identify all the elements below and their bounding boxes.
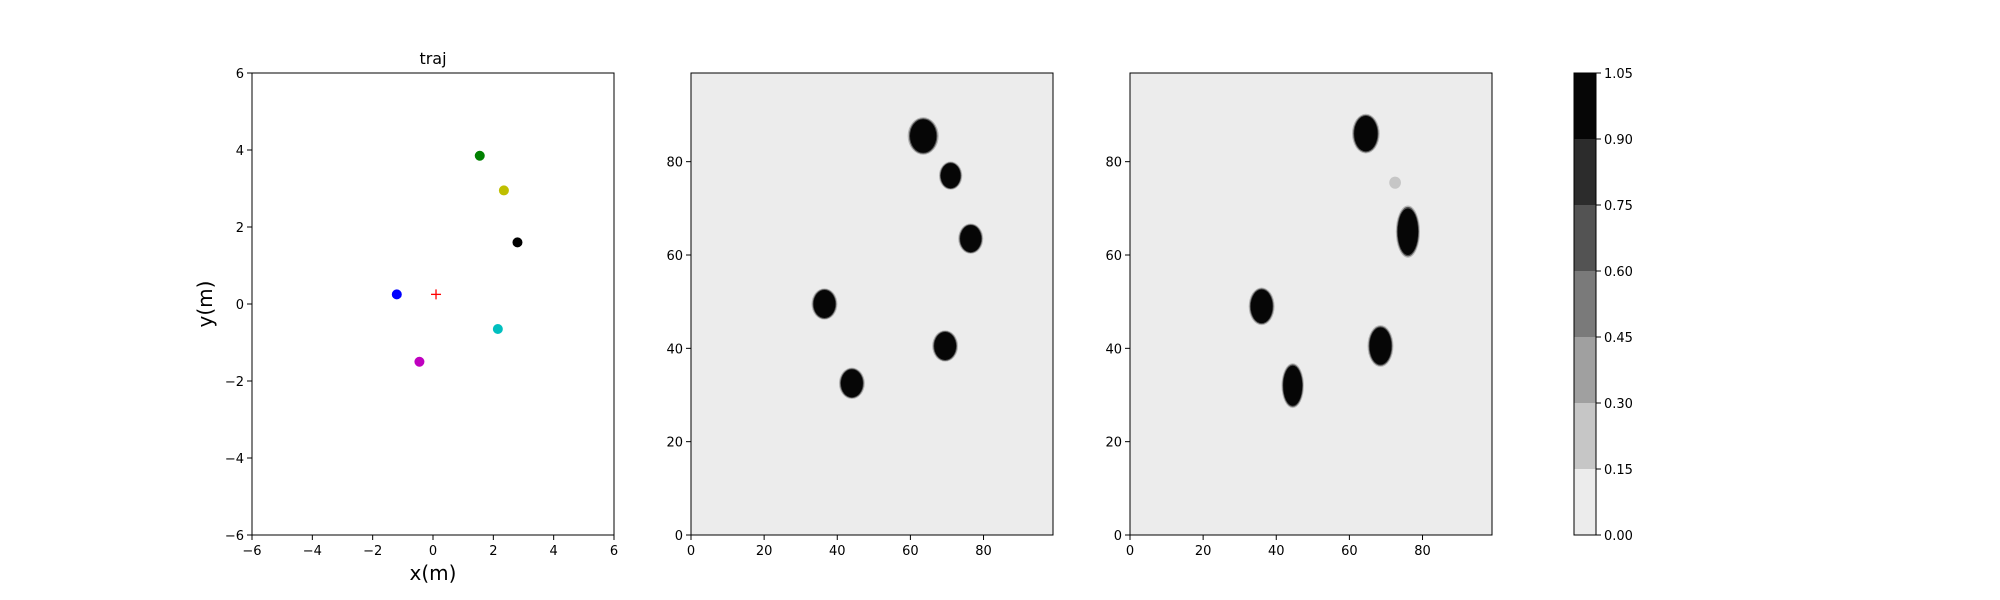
chart2-y-tick-label: 20 bbox=[1105, 436, 1122, 451]
colorbar-tick-label: 0.75 bbox=[1604, 199, 1633, 214]
chart2-y-tick-label: 40 bbox=[1105, 342, 1122, 357]
obstacle-blob bbox=[811, 288, 838, 320]
map-1-frame bbox=[690, 72, 1054, 536]
scatter-point bbox=[391, 289, 402, 300]
obstacle-blob bbox=[907, 117, 939, 155]
chart0-x-tick-label: 4 bbox=[550, 544, 558, 559]
chart0-y-tick-label: −6 bbox=[225, 529, 244, 544]
chart0-y-tick-label: −2 bbox=[225, 375, 244, 390]
traj-x-axis-label: x(m) bbox=[410, 561, 457, 585]
chart0-x-tick-label: −6 bbox=[242, 544, 261, 559]
colorbar-tick-label: 0.00 bbox=[1604, 529, 1633, 544]
obstacle-blob bbox=[938, 161, 963, 190]
obstacle-blob bbox=[1389, 176, 1401, 189]
chart2-x-tick-label: 0 bbox=[1126, 544, 1134, 559]
scatter-point bbox=[474, 150, 485, 161]
chart2-y-tick-label: 60 bbox=[1105, 249, 1122, 264]
chart0-y-tick-label: 4 bbox=[236, 144, 244, 159]
chart1-y-tick-label: 40 bbox=[666, 342, 683, 357]
map-2-obstacles bbox=[1248, 113, 1420, 409]
colorbar-frame bbox=[1573, 72, 1597, 536]
traj-plot-area bbox=[251, 72, 615, 536]
chart1-x-tick-label: 60 bbox=[902, 544, 919, 559]
chart0-x-tick-label: 0 bbox=[429, 544, 437, 559]
obstacle-blob bbox=[932, 330, 959, 362]
chart2-x-tick-label: 20 bbox=[1195, 544, 1212, 559]
map-panel-2: 0 20 40 60 80 0 20 40 60 80 bbox=[1105, 72, 1493, 559]
map-panel-1: 0 20 40 60 80 0 20 40 60 80 bbox=[666, 72, 1054, 559]
chart0-x-tick-label: 2 bbox=[489, 544, 497, 559]
colorbar-tick-label: 0.60 bbox=[1604, 265, 1633, 280]
map-1-ticks: 0 20 40 60 80 0 20 40 60 80 bbox=[666, 156, 991, 559]
traj-y-axis-label: y(m) bbox=[193, 281, 217, 328]
scatter-point bbox=[512, 237, 523, 248]
colorbar-band bbox=[1574, 469, 1596, 535]
traj-title: traj bbox=[419, 49, 446, 68]
obstacle-blob bbox=[958, 223, 984, 254]
chart1-y-tick-label: 60 bbox=[666, 249, 683, 264]
chart1-x-tick-label: 80 bbox=[975, 544, 992, 559]
obstacle-blob bbox=[838, 367, 865, 400]
colorbar-tick-label: 0.45 bbox=[1604, 331, 1633, 346]
traj-ticks: −6 −4 −2 0 2 4 6 −6 −4 −2 0 2 4 6 bbox=[225, 67, 618, 559]
chart2-x-tick-label: 80 bbox=[1414, 544, 1431, 559]
chart2-y-tick-label: 80 bbox=[1105, 156, 1122, 171]
colorbar-band bbox=[1574, 337, 1596, 403]
obstacle-blob bbox=[1395, 205, 1420, 258]
chart1-x-tick-label: 20 bbox=[756, 544, 773, 559]
obstacle-blob bbox=[1281, 363, 1304, 409]
colorbar-band bbox=[1574, 205, 1596, 271]
map-2-plot-area bbox=[1130, 73, 1492, 535]
map-1-obstacles bbox=[811, 117, 984, 400]
obstacle-blob bbox=[1248, 287, 1275, 326]
obstacle-blob bbox=[1352, 113, 1380, 154]
colorbar-tick-label: 0.90 bbox=[1604, 133, 1633, 148]
map-2-ticks: 0 20 40 60 80 0 20 40 60 80 bbox=[1105, 156, 1430, 559]
map-2-frame bbox=[1129, 72, 1493, 536]
origin-marker bbox=[431, 289, 442, 300]
chart2-x-tick-label: 40 bbox=[1268, 544, 1285, 559]
chart1-x-tick-label: 40 bbox=[829, 544, 846, 559]
chart0-y-tick-label: −4 bbox=[225, 452, 244, 467]
traj-points bbox=[391, 150, 523, 367]
map-1-plot-area bbox=[691, 73, 1053, 535]
colorbar-band bbox=[1574, 403, 1596, 469]
colorbar-band bbox=[1574, 73, 1596, 139]
colorbar-band bbox=[1574, 271, 1596, 337]
chart2-y-tick-label: 0 bbox=[1114, 529, 1122, 544]
chart0-y-tick-label: 2 bbox=[236, 221, 244, 236]
chart0-x-tick-label: 6 bbox=[610, 544, 618, 559]
chart0-x-tick-label: −2 bbox=[363, 544, 382, 559]
scatter-point bbox=[498, 185, 509, 196]
chart1-y-tick-label: 20 bbox=[666, 436, 683, 451]
colorbar-tick-label: 0.30 bbox=[1604, 397, 1633, 412]
colorbar-tick-label: 0.15 bbox=[1604, 463, 1633, 478]
chart1-x-tick-label: 0 bbox=[687, 544, 695, 559]
chart1-y-tick-label: 0 bbox=[675, 529, 683, 544]
traj-panel: traj −6 −4 −2 0 2 4 6 −6 −4 −2 0 2 4 6 x(m) y(m) bbox=[193, 49, 618, 585]
chart1-y-tick-label: 80 bbox=[666, 156, 683, 171]
chart2-x-tick-label: 60 bbox=[1341, 544, 1358, 559]
colorbar-band bbox=[1574, 139, 1596, 205]
obstacle-blob bbox=[1367, 325, 1394, 367]
colorbar-tick-label: 1.05 bbox=[1604, 67, 1633, 82]
colorbar-ticks: 0.00 0.15 0.30 0.45 0.60 0.75 0.90 1.05 bbox=[1596, 67, 1633, 544]
scatter-point bbox=[492, 324, 503, 335]
chart0-x-tick-label: −4 bbox=[303, 544, 322, 559]
chart0-y-tick-label: 0 bbox=[236, 298, 244, 313]
colorbar: 0.00 0.15 0.30 0.45 0.60 0.75 0.90 1.05 bbox=[1573, 67, 1633, 544]
chart0-y-tick-label: 6 bbox=[236, 67, 244, 82]
colorbar-bands bbox=[1574, 73, 1596, 535]
scatter-point bbox=[414, 356, 425, 367]
